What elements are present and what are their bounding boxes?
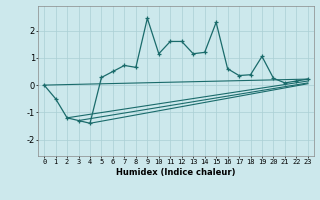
X-axis label: Humidex (Indice chaleur): Humidex (Indice chaleur) [116,168,236,177]
